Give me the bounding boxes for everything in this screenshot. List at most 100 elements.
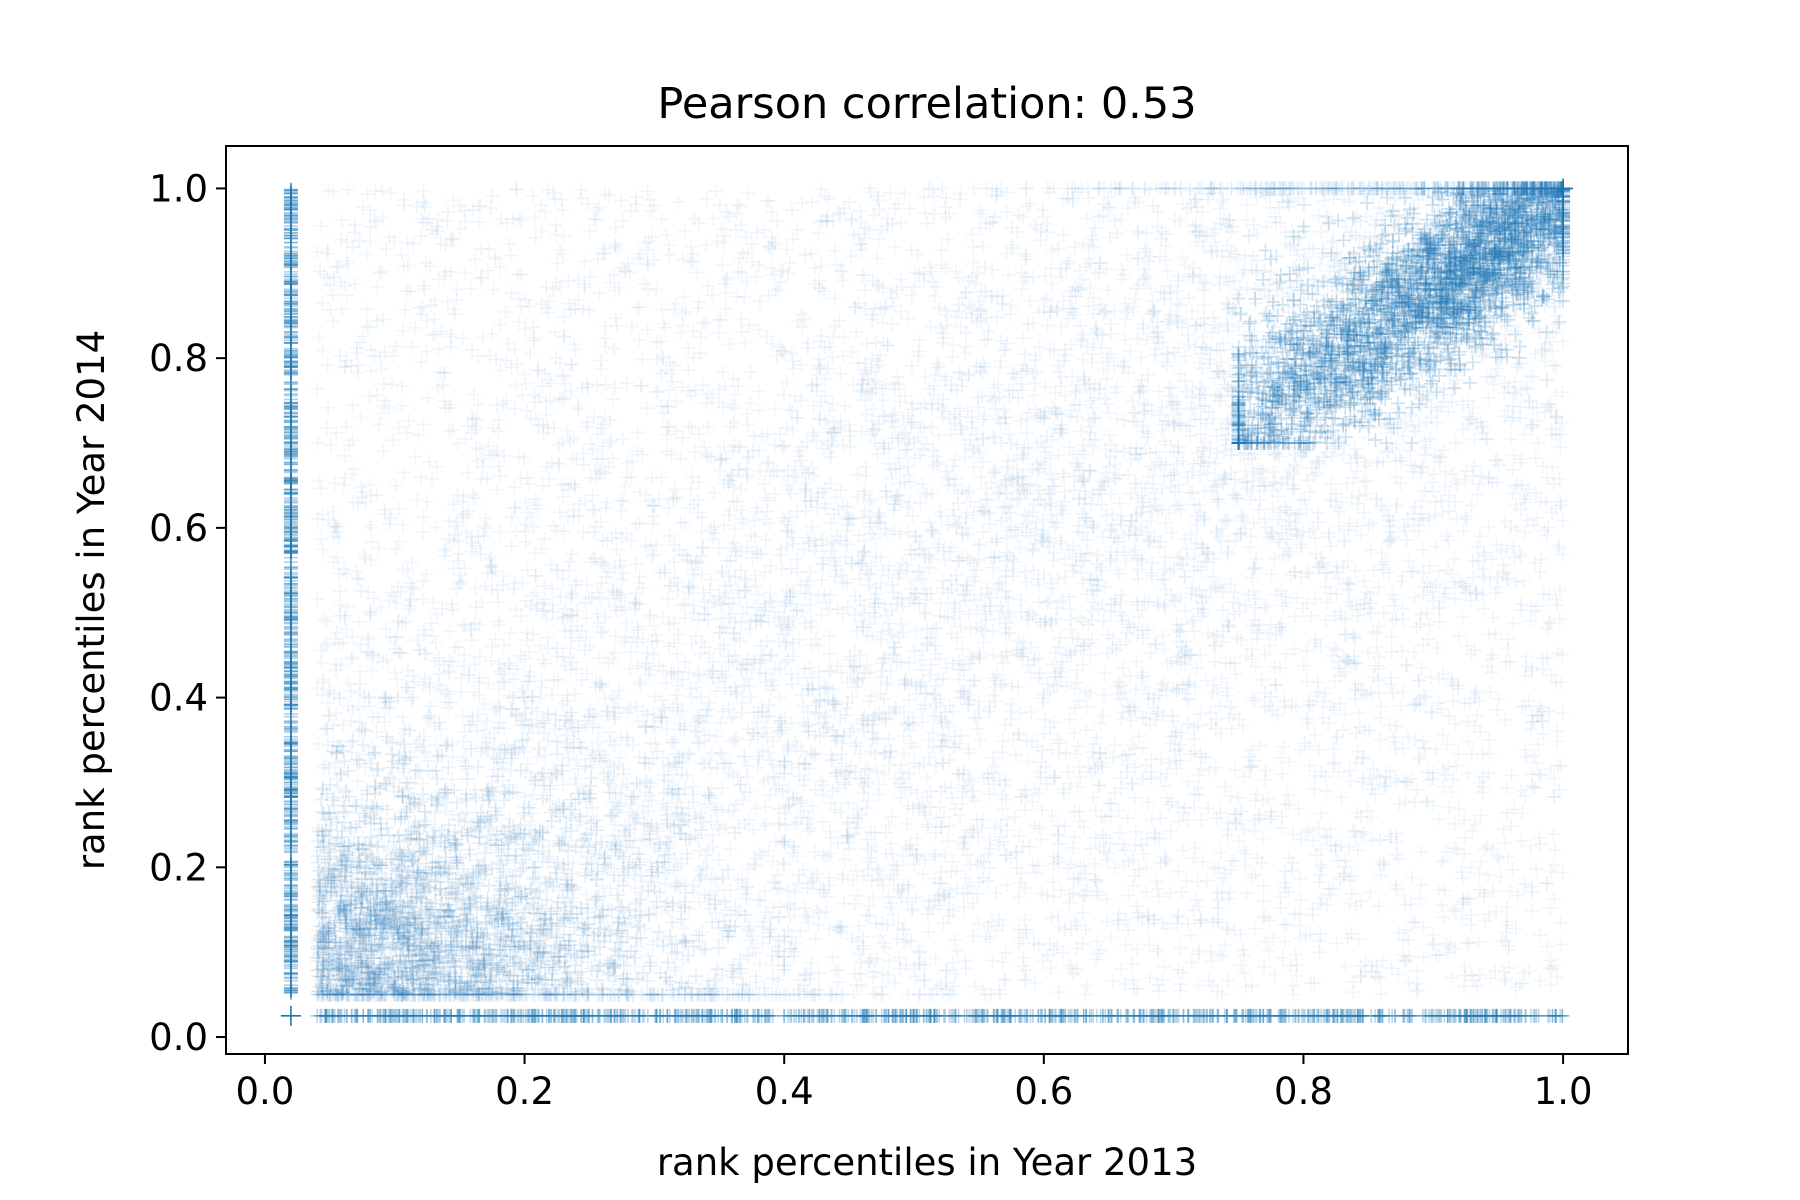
scatter-point xyxy=(620,455,635,470)
scatter-point xyxy=(1494,181,1509,196)
scatter-point xyxy=(1139,758,1154,773)
scatter-point xyxy=(1257,478,1272,493)
scatter-point xyxy=(1139,524,1154,539)
scatter-point xyxy=(736,881,751,896)
scatter-point xyxy=(999,530,1014,545)
scatter-point xyxy=(900,894,915,909)
scatter-point xyxy=(624,204,639,219)
scatter-point xyxy=(779,242,794,257)
scatter-point xyxy=(682,746,697,761)
scatter-point xyxy=(868,374,883,389)
scatter-point xyxy=(1019,922,1034,937)
scatter-point xyxy=(507,826,522,841)
chart-title: Pearson correlation: 0.53 xyxy=(657,79,1196,129)
scatter-point xyxy=(1349,898,1363,913)
scatter-point xyxy=(410,492,425,507)
scatter-point xyxy=(970,390,985,405)
scatter-point xyxy=(1328,486,1343,501)
scatter-point xyxy=(1444,264,1459,279)
scatter-point xyxy=(748,529,763,544)
scatter-point xyxy=(985,181,1000,196)
scatter-point xyxy=(464,530,479,545)
scatter-point xyxy=(1478,181,1493,196)
scatter-point xyxy=(1523,839,1538,854)
scatter-point xyxy=(629,635,644,650)
scatter-point xyxy=(517,717,532,732)
scatter-point xyxy=(1039,612,1054,627)
scatter-point xyxy=(866,710,881,725)
scatter-point xyxy=(1053,669,1068,684)
scatter-point xyxy=(597,851,612,866)
scatter-point xyxy=(635,352,650,367)
scatter-point xyxy=(998,416,1013,431)
scatter-point xyxy=(1487,963,1502,978)
scatter-point xyxy=(527,950,542,965)
scatter-point xyxy=(648,987,663,1002)
scatter-point xyxy=(430,219,445,234)
scatter-point xyxy=(1015,520,1030,535)
scatter-point xyxy=(701,786,716,801)
scatter-point xyxy=(374,264,389,279)
scatter-point xyxy=(1458,830,1473,845)
scatter-point xyxy=(742,679,757,694)
scatter-point xyxy=(812,412,827,427)
scatter-point xyxy=(367,987,382,1002)
scatter-point xyxy=(1447,591,1462,606)
scatter-point xyxy=(455,494,470,509)
scatter-point xyxy=(1460,313,1475,328)
scatter-point xyxy=(978,310,993,325)
scatter-point xyxy=(789,410,804,425)
scatter-point xyxy=(1415,543,1430,558)
scatter-point xyxy=(1354,181,1369,196)
scatter-point xyxy=(1514,478,1529,493)
scatter-point xyxy=(476,460,491,475)
scatter-point xyxy=(1373,856,1388,871)
scatter-point xyxy=(632,674,647,689)
scatter-point xyxy=(575,301,590,316)
scatter-point xyxy=(1213,805,1228,820)
scatter-point xyxy=(1366,563,1381,578)
scatter-point xyxy=(978,606,993,621)
scatter-point xyxy=(568,987,583,1002)
scatter-point xyxy=(1318,338,1333,353)
scatter-point xyxy=(1216,584,1231,599)
scatter-point xyxy=(712,588,727,603)
scatter-point xyxy=(1450,477,1465,492)
scatter-point xyxy=(875,655,890,670)
scatter-point xyxy=(1066,886,1081,901)
scatter-point xyxy=(944,781,959,796)
scatter-point xyxy=(990,487,1005,502)
scatter-point xyxy=(944,427,959,442)
scatter-point xyxy=(507,576,522,591)
scatter-point xyxy=(637,751,652,766)
scatter-point xyxy=(1525,401,1540,416)
scatter-point xyxy=(1044,911,1059,926)
scatter-point xyxy=(1167,728,1182,743)
scatter-point xyxy=(907,547,922,562)
scatter-point xyxy=(1040,181,1055,196)
scatter-point xyxy=(1325,372,1340,387)
scatter-point xyxy=(1218,779,1233,794)
scatter-point xyxy=(995,745,1010,760)
scatter-point xyxy=(878,378,893,393)
scatter-point xyxy=(506,987,521,1002)
scatter-point xyxy=(1317,391,1332,406)
scatter-point xyxy=(664,782,679,797)
scatter-point xyxy=(1227,923,1242,938)
scatter-point xyxy=(1341,316,1356,331)
scatter-point xyxy=(624,984,639,999)
scatter-point xyxy=(529,828,544,843)
scatter-point xyxy=(1189,892,1204,907)
scatter-point xyxy=(1314,181,1329,196)
scatter-point xyxy=(877,301,892,316)
scatter-point xyxy=(1188,679,1203,694)
scatter-point xyxy=(811,638,826,653)
scatter-point xyxy=(865,969,880,984)
scatter-point xyxy=(535,595,550,610)
scatter-point xyxy=(1548,410,1563,425)
scatter-point xyxy=(1322,881,1337,896)
scatter-point xyxy=(656,786,671,801)
scatter-point xyxy=(671,817,686,832)
scatter-point xyxy=(522,717,537,732)
